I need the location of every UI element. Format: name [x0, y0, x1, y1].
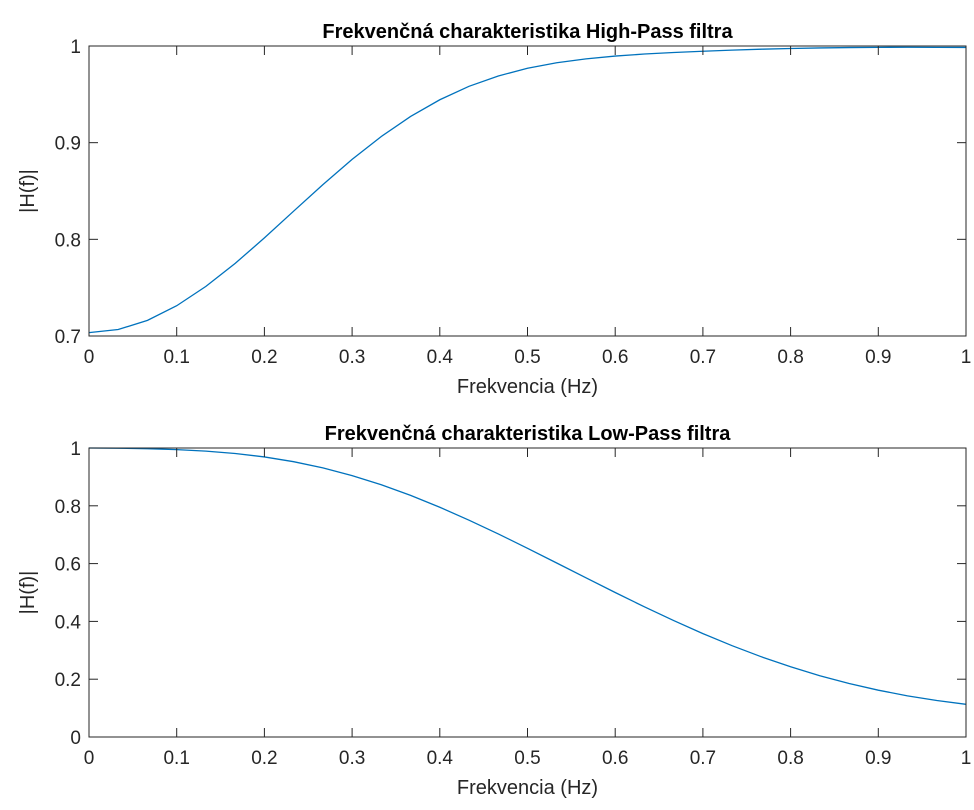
x-tick-label: 0.2 — [251, 748, 277, 769]
y-tick-label: 0.4 — [55, 612, 82, 633]
x-tick-label: 0.9 — [865, 748, 891, 769]
y-tick-label: 0.7 — [55, 327, 81, 348]
x-tick-label: 0.7 — [690, 748, 716, 769]
x-tick-label: 0.7 — [690, 347, 716, 368]
x-tick-label: 0.4 — [427, 347, 454, 368]
y-tick-label: 1 — [70, 439, 81, 460]
x-tick-label: 0.9 — [865, 347, 891, 368]
x-tick-label: 0.3 — [339, 748, 365, 769]
x-tick-label: 0.8 — [777, 347, 803, 368]
axes-box — [88, 447, 967, 738]
x-tick-label: 1 — [961, 748, 972, 769]
x-tick-label: 0.8 — [777, 748, 803, 769]
series-line — [88, 447, 967, 705]
y-axis-label: |H(f)| — [17, 169, 39, 213]
x-tick-label: 1 — [961, 347, 972, 368]
x-tick-label: 0.5 — [514, 347, 540, 368]
x-tick-label: 0.3 — [339, 347, 365, 368]
x-tick-label: 0 — [84, 748, 95, 769]
x-axis-label: Frekvencia (Hz) — [457, 777, 598, 799]
y-tick-label: 0.9 — [55, 134, 81, 155]
series-line — [88, 46, 967, 334]
y-tick-label: 0 — [70, 728, 81, 749]
x-tick-label: 0.5 — [514, 748, 540, 769]
axes-box — [88, 45, 967, 337]
chart-title: Frekvenčná charakteristika Low-Pass filt… — [325, 423, 732, 445]
chart-title: Frekvenčná charakteristika High-Pass fil… — [322, 21, 733, 43]
x-tick-label: 0.1 — [163, 347, 189, 368]
x-tick-label: 0.2 — [251, 347, 277, 368]
high-pass-plot: 0 0.1 0.2 0.3 0.4 0.5 0.6 0.7 0.8 0.9 1 0.7 0.8 0.9 1 F… — [17, 21, 971, 398]
x-tick-label: 0.1 — [163, 748, 189, 769]
x-axis-label: Frekvencia (Hz) — [457, 376, 598, 398]
x-tick-label: 0.6 — [602, 748, 628, 769]
y-tick-label: 1 — [70, 37, 81, 58]
y-axis-label: |H(f)| — [17, 571, 39, 615]
y-tick-label: 0.8 — [55, 230, 81, 251]
low-pass-plot: 0 0.1 0.2 0.3 0.4 0.5 0.6 0.7 0.8 0.9 1 0 0.2 0.4 0.6 0… — [17, 423, 971, 799]
y-tick-label: 0.8 — [55, 497, 81, 518]
y-tick-label: 0.6 — [55, 555, 81, 576]
x-tick-label: 0.6 — [602, 347, 628, 368]
x-tick-label: 0.4 — [427, 748, 454, 769]
y-tick-label: 0.2 — [55, 670, 81, 691]
x-tick-label: 0 — [84, 347, 95, 368]
